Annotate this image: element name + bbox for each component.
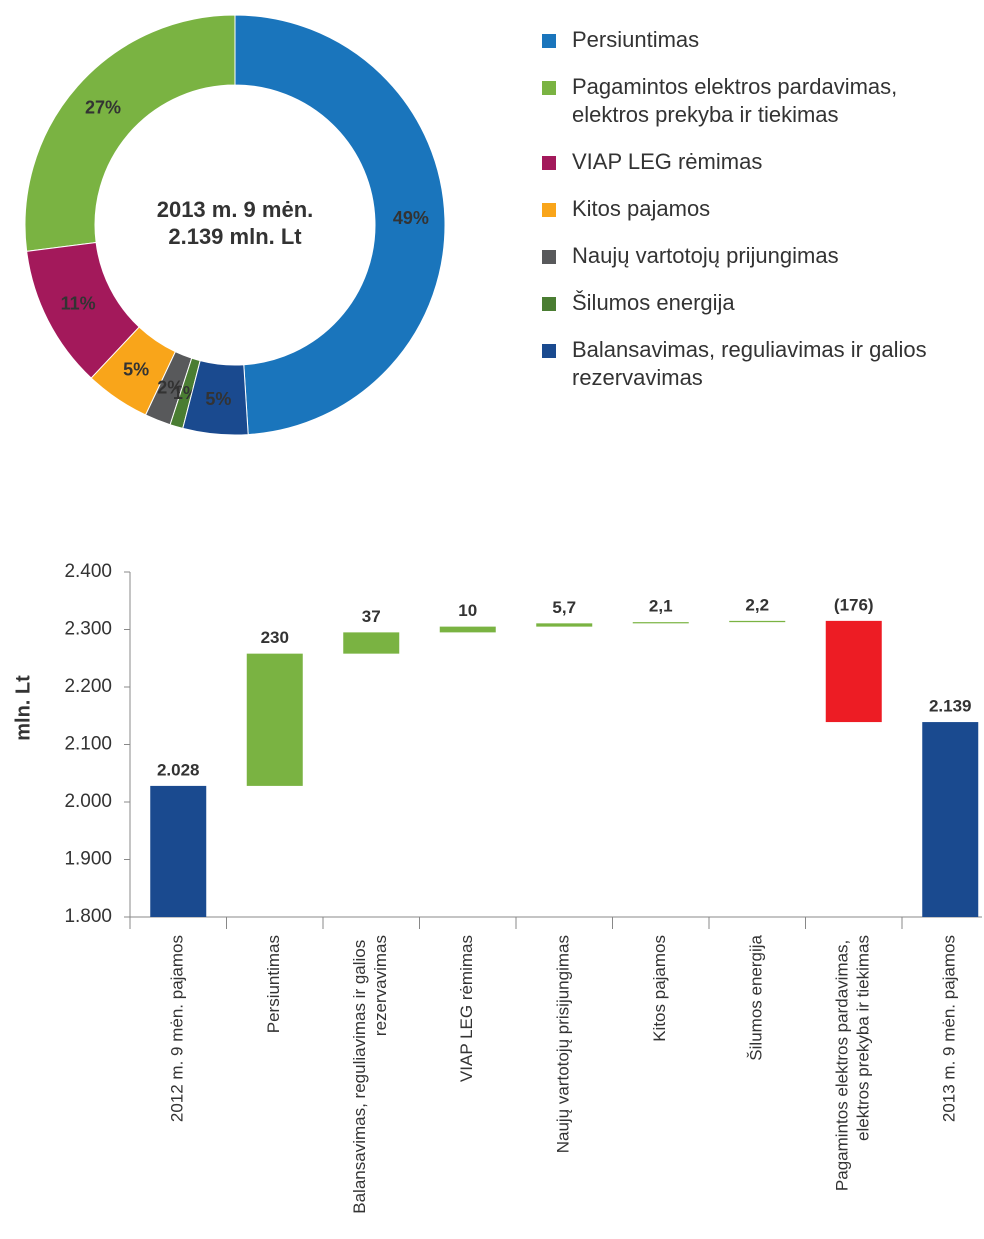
legend-label: Persiuntimas — [572, 27, 700, 52]
legend-label: Pagamintos elektros pardavimas, elektros… — [572, 74, 898, 127]
bar-value-label: 2,2 — [745, 595, 769, 614]
bar — [246, 653, 303, 786]
bar-value-label: 10 — [458, 601, 477, 620]
bar — [825, 620, 882, 723]
donut-slice — [144, 351, 193, 426]
x-tick-label: VIAP LEG rėmimas — [457, 935, 476, 1082]
legend-label: Kitos pajamos — [572, 196, 711, 221]
donut-value-label: 49% — [393, 208, 429, 228]
bar-value-label: 2.028 — [157, 760, 200, 779]
bar — [729, 620, 786, 623]
donut-slice — [169, 357, 201, 430]
bar-value-label: 37 — [362, 607, 381, 626]
donut-center-line: 2013 m. 9 mėn. — [157, 197, 314, 222]
donut-center-line: 2.139 mln. Lt — [168, 224, 302, 249]
legend-item: Persiuntimas — [540, 26, 952, 54]
x-tick-label: Balansavimas, reguliavimas ir galios rez… — [350, 935, 390, 1214]
x-tick-label-line: rezervavimas — [371, 935, 390, 1036]
bar — [150, 785, 207, 917]
x-tick-label-line: Balansavimas, reguliavimas ir galios — [350, 935, 369, 1214]
x-tick-label: Šilumos energija — [747, 934, 766, 1060]
x-tick-label-line: elektros prekyba ir tiekimas — [854, 935, 873, 1141]
donut-value-label: 5% — [123, 359, 149, 379]
legend-item: VIAP LEG rėmimas — [540, 148, 952, 176]
donut-value-label: 5% — [205, 389, 231, 409]
donut-slice — [24, 14, 236, 252]
x-tick-label: Naujų vartotojų prisijungimas — [554, 935, 573, 1153]
legend-swatch — [542, 250, 556, 264]
donut-slice — [26, 241, 140, 379]
donut-value-label: 27% — [85, 97, 121, 117]
bar — [439, 626, 496, 633]
legend-swatch — [542, 156, 556, 170]
donut-value-label: 2% — [157, 377, 183, 397]
legend-item: Kitos pajamos — [540, 195, 952, 223]
bar — [632, 622, 689, 624]
bar-value-label: 230 — [261, 628, 289, 647]
bar-value-label: 2.139 — [929, 697, 972, 716]
y-tick-label: 1.800 — [64, 906, 112, 927]
x-tick-label-line: Pagamintos elektros pardavimas, — [833, 935, 852, 1191]
legend-swatch — [542, 297, 556, 311]
x-tick-label: Kitos pajamos — [650, 935, 669, 1042]
legend-swatch — [542, 34, 556, 48]
bar — [343, 632, 400, 654]
y-tick-label: 2.200 — [64, 676, 112, 697]
legend-item: Balansavimas, reguliavimas ir galios rez… — [540, 336, 952, 392]
x-tick-label: Persiuntimas — [264, 935, 283, 1033]
legend-label: Šilumos energija — [572, 290, 735, 315]
donut-slice — [90, 326, 177, 416]
donut-value-label: 11% — [61, 294, 96, 314]
y-axis-label: mln. Lt — [12, 675, 34, 741]
bar — [922, 722, 979, 917]
bar — [536, 623, 593, 627]
legend-swatch — [542, 344, 556, 358]
legend-swatch — [542, 81, 556, 95]
legend-item: Pagamintos elektros pardavimas, elektros… — [540, 73, 952, 129]
bar-value-label: 2,1 — [649, 597, 673, 616]
x-tick-label: 2012 m. 9 mėn. pajamos — [168, 935, 187, 1122]
x-tick-label: 2013 m. 9 mėn. pajamos — [940, 935, 959, 1122]
legend-item: Šilumos energija — [540, 289, 952, 317]
bar-value-label: (176) — [834, 595, 874, 614]
y-tick-label: 2.400 — [64, 561, 112, 582]
y-tick-label: 1.900 — [64, 849, 112, 870]
legend-item: Naujų vartotojų prijungimas — [540, 242, 952, 270]
y-tick-label: 2.000 — [64, 791, 112, 812]
y-tick-label: 2.100 — [64, 734, 112, 755]
y-tick-label: 2.300 — [64, 619, 112, 640]
donut-slice — [182, 359, 249, 436]
legend-label: VIAP LEG rėmimas — [572, 149, 763, 174]
legend-swatch — [542, 203, 556, 217]
donut-slice — [234, 14, 446, 436]
legend-label: Balansavimas, reguliavimas ir galios rez… — [572, 337, 927, 390]
bar-value-label: 5,7 — [552, 598, 576, 617]
legend-label: Naujų vartotojų prijungimas — [572, 243, 839, 268]
x-tick-label: Pagamintos elektros pardavimas, elektros… — [833, 935, 873, 1191]
